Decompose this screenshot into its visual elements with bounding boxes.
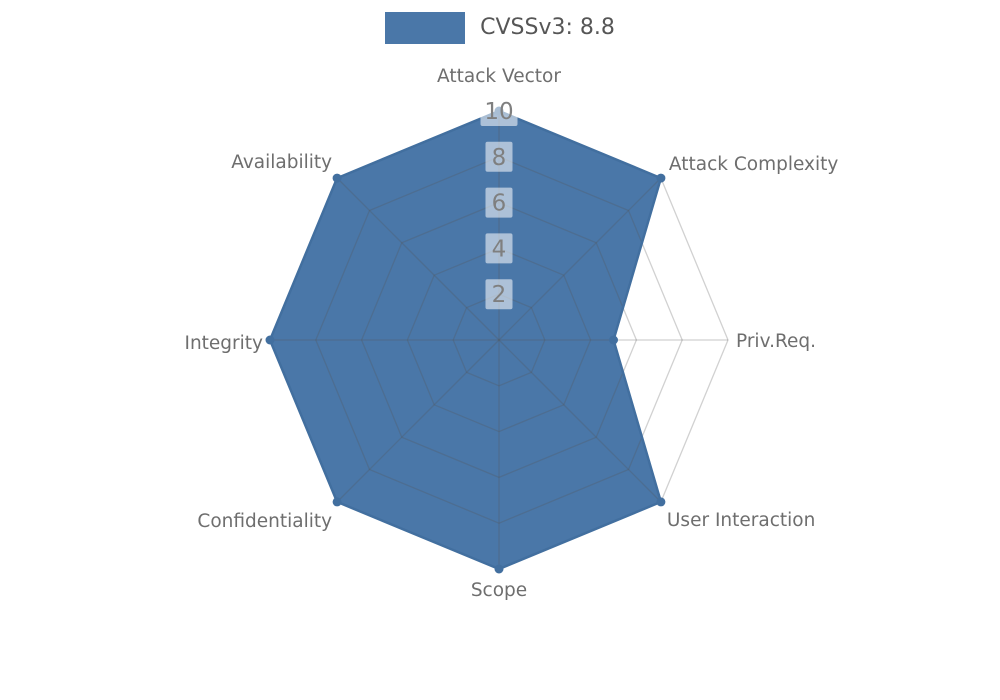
category-label: User Interaction	[667, 510, 815, 531]
tick-label-box	[485, 279, 513, 310]
data-point-marker	[332, 173, 342, 183]
category-label: Integrity	[184, 333, 263, 354]
tick-label: 6	[492, 191, 507, 217]
category-label: Confidentiality	[197, 511, 332, 532]
category-label: Scope	[471, 580, 527, 601]
axis-spoke	[336, 177, 500, 341]
category-label: Availability	[231, 152, 332, 173]
tick-label-box	[485, 187, 513, 218]
tick-label: 10	[484, 99, 513, 125]
tick-label-box	[480, 96, 518, 126]
tick-label: 4	[492, 236, 507, 262]
grid-ring	[360, 201, 638, 479]
data-point-marker	[494, 564, 504, 574]
legend-label: CVSSv3: 8.8	[480, 15, 615, 40]
tick-label: 8	[492, 145, 507, 171]
category-label: Priv.Req.	[736, 331, 816, 352]
axis-spoke	[498, 177, 662, 341]
data-point-marker	[656, 173, 666, 183]
legend: CVSSv3: 8.8	[0, 12, 1000, 44]
grid-ring	[315, 156, 683, 524]
grid-ring	[406, 247, 592, 433]
tick-label-box	[485, 233, 513, 264]
tick-label-box	[485, 141, 513, 172]
data-polygon	[270, 111, 661, 569]
axis-spoke	[336, 339, 500, 503]
data-point-marker	[656, 497, 666, 507]
category-label: Attack Vector	[437, 66, 561, 87]
grid-ring	[452, 293, 546, 387]
data-point-marker	[265, 335, 275, 345]
category-label: Attack Complexity	[669, 154, 838, 175]
axis-spoke	[498, 339, 662, 503]
data-point-marker	[609, 335, 618, 345]
legend-swatch	[385, 12, 466, 44]
data-point-marker	[332, 497, 342, 507]
tick-label: 2	[492, 282, 507, 308]
